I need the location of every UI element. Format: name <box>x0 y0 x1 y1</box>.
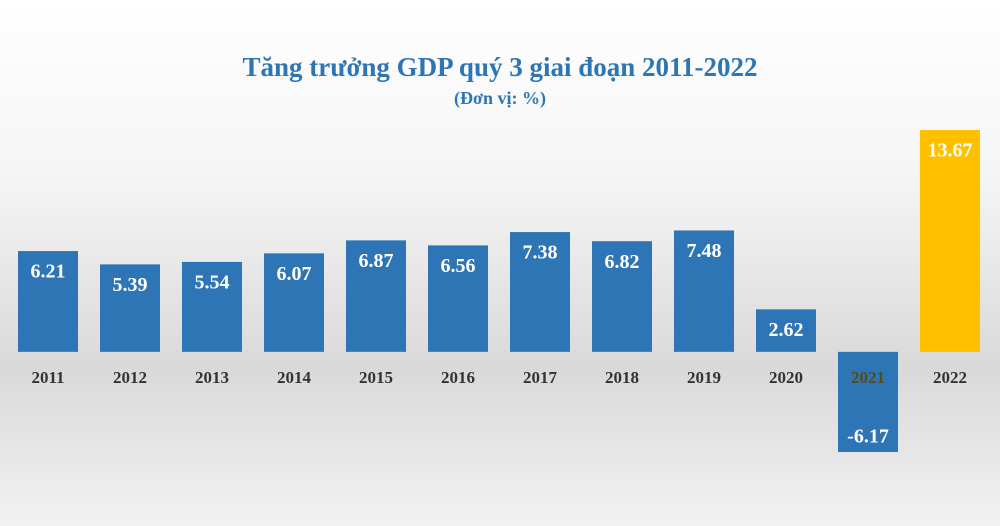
data-label: 6.82 <box>605 251 640 273</box>
data-label: 6.56 <box>441 255 476 277</box>
x-tick-label: 2020 <box>769 368 803 387</box>
bar <box>510 232 570 352</box>
chart-title: Tăng trưởng GDP quý 3 giai đoạn 2011-202… <box>243 52 758 82</box>
data-label: 7.48 <box>687 240 722 262</box>
data-label: 7.38 <box>523 242 558 264</box>
bar <box>100 264 160 352</box>
x-tick-label: 2018 <box>605 368 639 387</box>
x-tick-label: 2022 <box>933 368 967 387</box>
x-tick-label: 2011 <box>31 368 64 387</box>
bar <box>592 241 652 352</box>
x-tick-label: 2019 <box>687 368 721 387</box>
x-tick-label: 2021 <box>851 368 885 387</box>
x-tick-label: 2014 <box>277 368 312 387</box>
bar <box>428 245 488 352</box>
bar <box>920 130 980 352</box>
chart-subtitle: (Đơn vị: %) <box>454 88 546 109</box>
data-label: 5.39 <box>113 274 148 296</box>
bar <box>182 261 242 352</box>
bar <box>264 253 324 352</box>
x-tick-label: 2013 <box>195 368 229 387</box>
bar <box>838 351 898 452</box>
bar <box>756 309 816 352</box>
data-label: -6.17 <box>847 426 889 448</box>
data-label: 5.54 <box>195 272 230 294</box>
x-tick-label: 2012 <box>113 368 147 387</box>
data-label: 13.67 <box>928 140 973 162</box>
bar <box>18 251 78 352</box>
bar <box>674 230 734 352</box>
data-label: 6.21 <box>31 261 66 283</box>
x-tick-label: 2015 <box>359 368 393 387</box>
x-tick-label: 2016 <box>441 368 475 387</box>
data-label: 6.87 <box>359 250 394 272</box>
data-label: 6.07 <box>277 263 312 285</box>
x-tick-label: 2017 <box>523 368 558 387</box>
data-label: 2.62 <box>769 319 804 341</box>
bar <box>346 240 406 352</box>
